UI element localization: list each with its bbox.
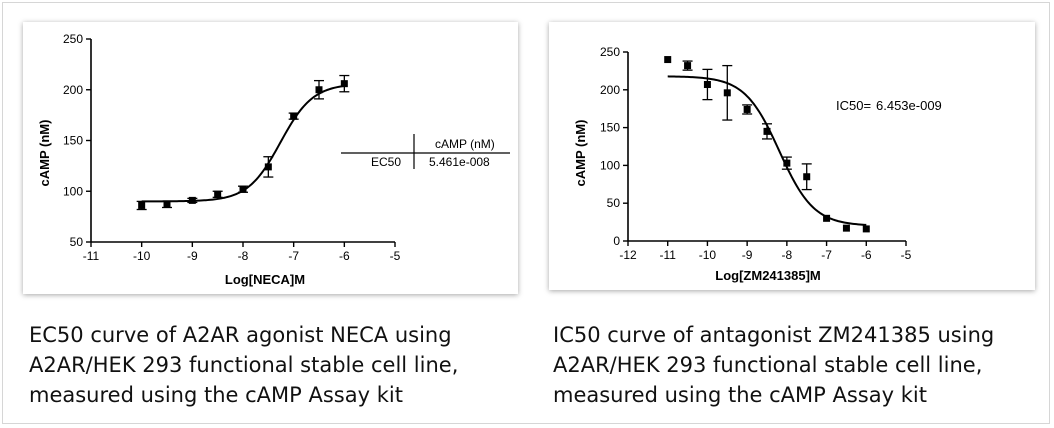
x-tick-label: -6 <box>861 248 872 262</box>
ec50-chart-panel: 50 100 150 200 250 -11 -10 -9 -8 -7 -6 -5 Log[NECA]… <box>23 22 518 294</box>
y-tick-label: 250 <box>63 32 83 46</box>
ic50-caption: IC50 curve of antagonist ZM241385 using … <box>553 323 995 407</box>
y-tick-label: 100 <box>600 158 620 172</box>
data-point <box>163 200 171 208</box>
data-point <box>783 159 791 167</box>
y-axis-title: cAMP (nM) <box>37 120 52 187</box>
x-tick-label: -9 <box>187 249 198 263</box>
data-point <box>703 81 711 89</box>
ic50-annotation-label: IC50= <box>836 98 871 113</box>
data-point <box>290 112 298 120</box>
data-point <box>763 127 771 135</box>
table-column-header: cAMP (nM) <box>435 137 495 151</box>
ic50-chart: 0 50 100 150 200 250 -12 -11 -10 -9 -8 -7 -6 -5 Log[Z… <box>573 45 942 283</box>
data-point <box>862 225 870 233</box>
x-tick-label: -5 <box>390 249 401 263</box>
y-tick-label: 50 <box>70 235 84 249</box>
y-tick-label: 200 <box>600 83 620 97</box>
x-tick-label: -9 <box>742 248 753 262</box>
fit-curve <box>141 84 345 203</box>
y-tick-label: 150 <box>63 134 83 148</box>
data-point <box>803 173 811 181</box>
y-tick-label: 100 <box>63 184 83 198</box>
data-point <box>315 86 323 94</box>
table-row-label: EC50 <box>371 155 401 169</box>
ec50-results-table: cAMP (nM) EC50 5.461e-008 <box>341 134 510 169</box>
y-axis-title: cAMP (nM) <box>573 120 588 187</box>
table-row-value: 5.461e-008 <box>429 155 490 169</box>
data-point <box>188 196 196 204</box>
x-axis-title: Log[NECA]M <box>225 272 305 287</box>
data-point <box>138 201 146 209</box>
data-point <box>723 89 731 97</box>
data-point <box>340 80 348 88</box>
ec50-caption: EC50 curve of A2AR agonist NECA using A2… <box>29 323 459 407</box>
x-tick-label: -8 <box>782 248 793 262</box>
x-tick-label: -10 <box>133 249 151 263</box>
data-point <box>214 190 222 198</box>
x-tick-label: -6 <box>339 249 350 263</box>
x-tick-label: -7 <box>288 249 299 263</box>
data-point <box>842 224 850 232</box>
data-point <box>823 214 831 222</box>
x-tick-label: -12 <box>619 248 637 262</box>
ic50-annotation-value: 6.453e-009 <box>876 98 942 113</box>
x-tick-label: -8 <box>238 249 249 263</box>
x-axis-title: Log[ZM241385]M <box>715 268 820 283</box>
data-point <box>664 56 672 64</box>
data-point <box>264 163 272 171</box>
y-tick-label: 50 <box>607 196 621 210</box>
x-tick-label: -10 <box>699 248 717 262</box>
ic50-chart-panel: 0 50 100 150 200 250 -12 -11 -10 -9 -8 -7 -6 -5 Log[Z… <box>549 22 1035 290</box>
x-tick-label: -11 <box>83 249 100 263</box>
y-tick-label: 150 <box>600 121 620 135</box>
data-point <box>743 105 751 113</box>
data-point <box>684 62 692 70</box>
y-tick-label: 0 <box>613 234 620 248</box>
y-tick-label: 200 <box>63 83 83 97</box>
data-point <box>239 185 247 193</box>
ec50-chart: 50 100 150 200 250 -11 -10 -9 -8 -7 -6 -5 Log[NECA]… <box>37 32 510 287</box>
x-tick-label: -5 <box>901 248 912 262</box>
x-tick-label: -7 <box>821 248 832 262</box>
x-tick-label: -11 <box>659 248 676 262</box>
y-tick-label: 250 <box>600 45 620 59</box>
